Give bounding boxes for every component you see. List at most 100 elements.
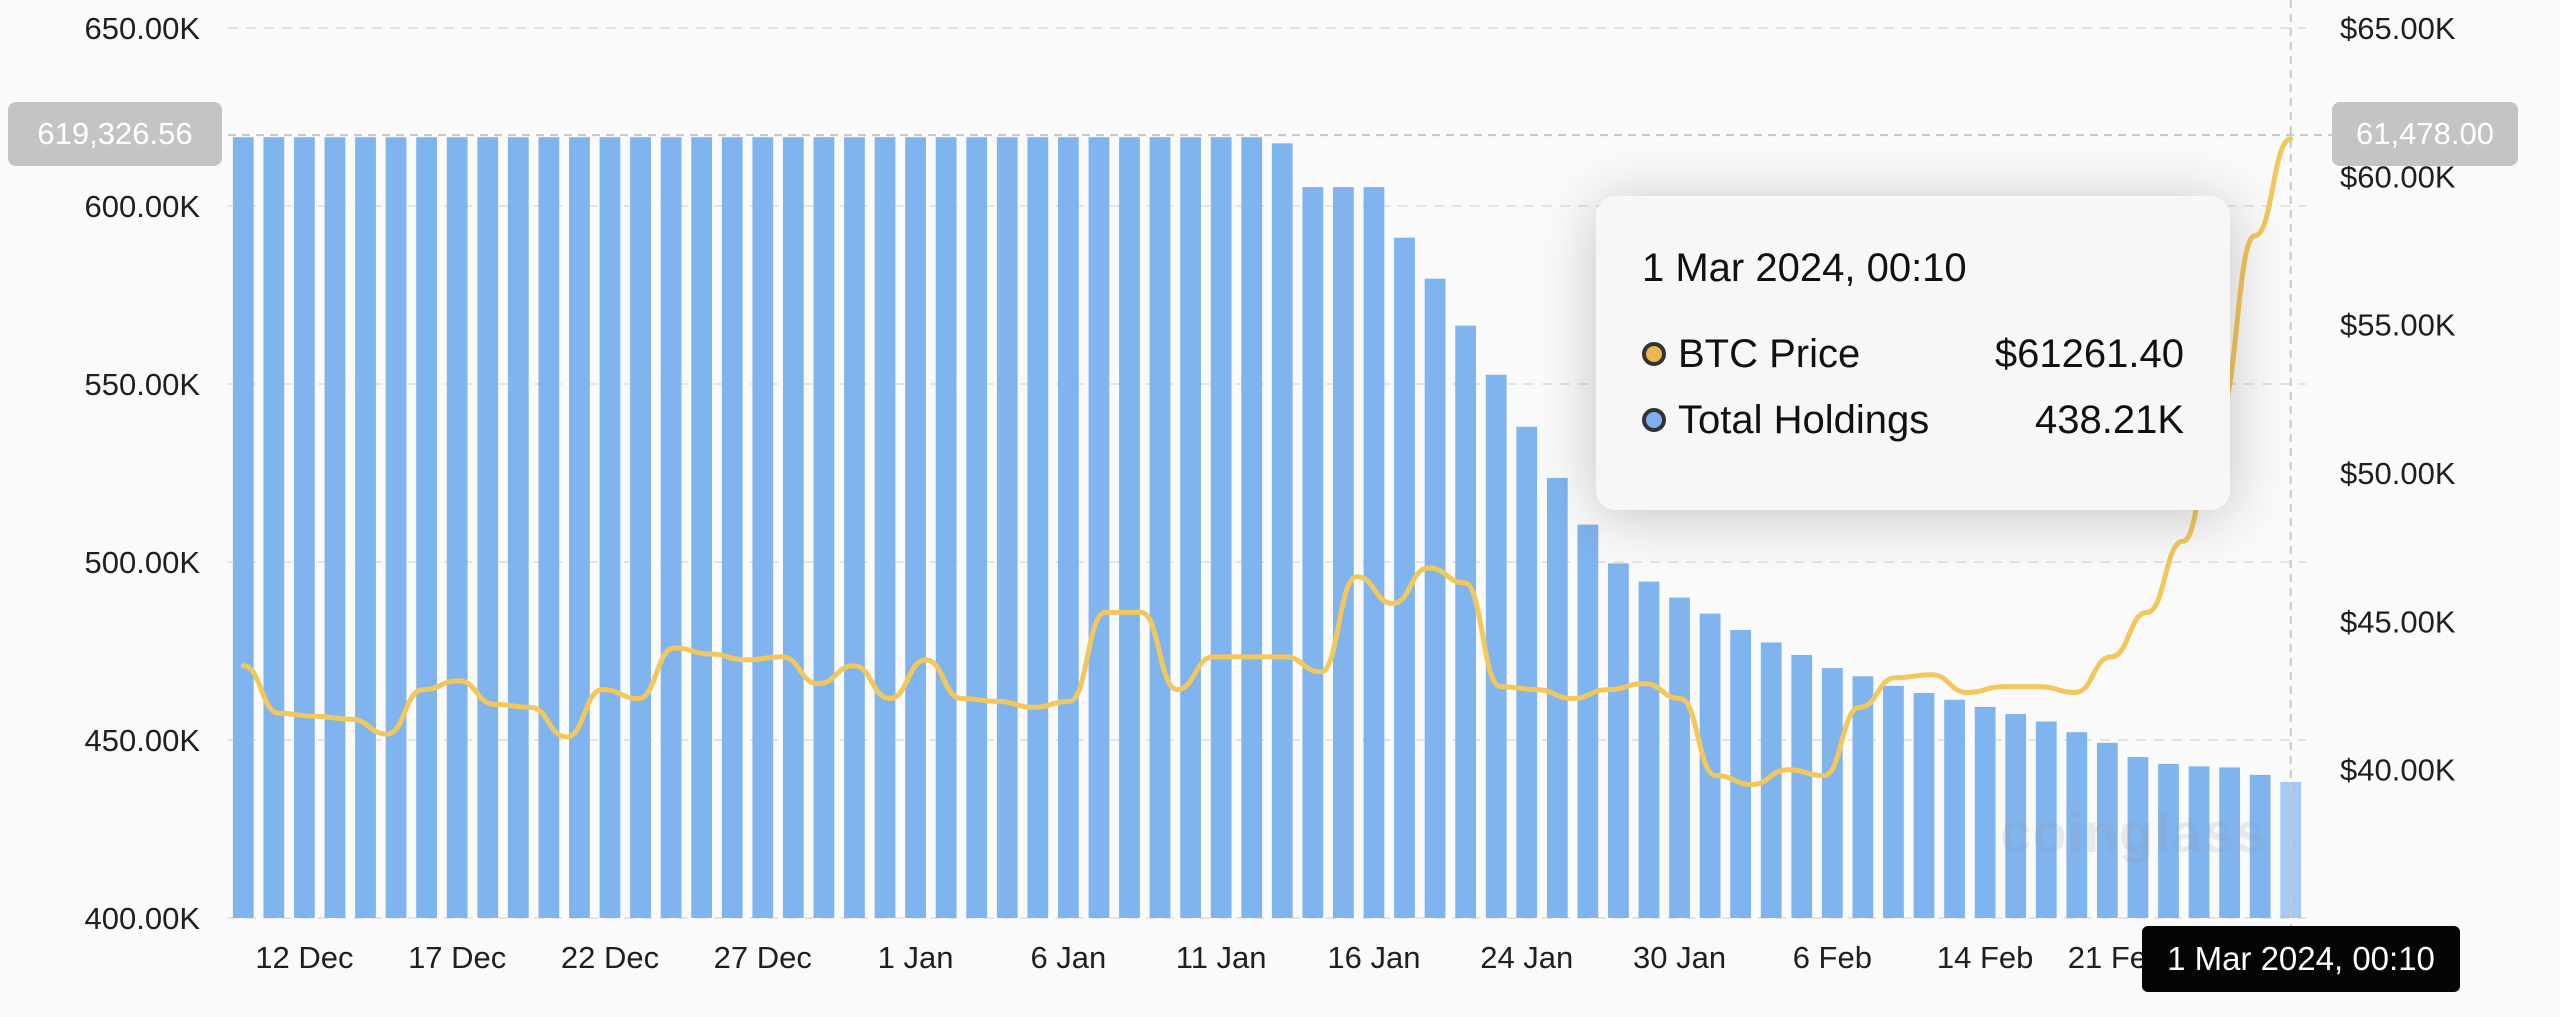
holdings-bar xyxy=(1455,325,1477,919)
y-right-tick-label: $40.00K xyxy=(2340,753,2456,788)
holdings-bar xyxy=(752,137,774,919)
tooltip-row-total-holdings: Total Holdings 438.21K xyxy=(1642,387,2184,453)
holdings-bar xyxy=(1852,676,1874,918)
holdings-bar xyxy=(905,137,926,919)
x-tick-label: 17 Dec xyxy=(408,940,506,975)
holdings-bar xyxy=(446,137,468,919)
x-tick-label: 30 Jan xyxy=(1633,940,1726,975)
holdings-bar xyxy=(1394,237,1415,918)
x-tick-label: 14 Feb xyxy=(1937,940,2034,975)
y-axis-left: 650.00K 600.00K 550.00K 500.00K 450.00K 400.0… xyxy=(85,11,201,936)
holdings-bar xyxy=(1180,137,1201,919)
y-right-tick-label: $55.00K xyxy=(2340,308,2456,343)
holdings-bar xyxy=(1699,613,1721,918)
holdings-bar xyxy=(263,137,285,919)
holdings-bar xyxy=(2066,732,2088,918)
holdings-bar xyxy=(2219,767,2240,918)
holdings-bar xyxy=(660,137,682,919)
x-tick-label: 6 Jan xyxy=(1030,940,1106,975)
holdings-bar xyxy=(2035,721,2057,918)
x-tick-label: 1 Jan xyxy=(878,940,954,975)
x-axis: 12 Dec 17 Dec 22 Dec 27 Dec 1 Jan 6 Jan 11 Jan… xyxy=(255,940,2147,975)
holdings-bar xyxy=(1424,278,1446,918)
holdings-bar xyxy=(2096,742,2118,918)
holdings-bar xyxy=(844,137,865,919)
y-left-tick-label: 600.00K xyxy=(85,189,201,224)
tooltip-holdings-label: Total Holdings xyxy=(1678,397,1930,442)
holdings-bar xyxy=(416,137,438,919)
crosshair-x-label: 1 Mar 2024, 00:10 xyxy=(2142,926,2460,992)
holdings-bar xyxy=(1119,137,1140,919)
crosshair-right-label: 61,478.00 xyxy=(2332,102,2518,166)
holdings-bar xyxy=(294,137,315,919)
holdings-bar xyxy=(324,137,346,919)
holdings-bar xyxy=(1760,642,1782,918)
holdings-bar xyxy=(538,137,560,919)
holdings-bar xyxy=(813,137,835,919)
holdings-bar xyxy=(2280,781,2302,918)
holdings-bar xyxy=(1302,187,1324,918)
holdings-bar xyxy=(966,137,988,919)
y-left-tick-label: 550.00K xyxy=(85,367,201,402)
holdings-bar xyxy=(630,137,651,919)
holdings-bar xyxy=(1057,137,1079,919)
x-tick-label: 11 Jan xyxy=(1176,940,1267,975)
x-tick-label: 16 Jan xyxy=(1327,940,1420,975)
holdings-bar xyxy=(569,137,590,919)
btc-price-line xyxy=(240,136,2294,787)
holdings-bar xyxy=(721,137,743,919)
holdings-bar xyxy=(1241,137,1263,919)
y-left-tick-label: 450.00K xyxy=(85,723,201,758)
crosshair-left-label: 619,326.56 xyxy=(8,102,222,166)
holdings-bar xyxy=(1883,685,1904,918)
holdings-bar xyxy=(1638,581,1660,918)
holdings-bar xyxy=(935,137,957,919)
holdings-bar xyxy=(1333,187,1354,918)
holdings-bar xyxy=(691,137,713,919)
holdings-bar xyxy=(1577,524,1599,918)
y-left-tick-label: 500.00K xyxy=(85,545,201,580)
tooltip-btc-dot xyxy=(1642,342,1666,366)
holdings-bar xyxy=(1210,137,1232,919)
tooltip-btc-value: $61261.40 xyxy=(1994,331,2184,376)
holdings-bar xyxy=(1974,706,1996,918)
holdings-bar xyxy=(1913,693,1935,918)
holdings-bar xyxy=(2158,763,2179,918)
holdings-bar xyxy=(2005,714,2027,918)
holdings-bar xyxy=(1730,629,1752,918)
x-tick-label: 21 Fe xyxy=(2068,940,2147,975)
holdings-bar xyxy=(1669,597,1690,918)
holdings-bar xyxy=(1944,699,1965,918)
tooltip-holdings-dot xyxy=(1642,408,1666,432)
holdings-bar xyxy=(1821,668,1843,918)
chart-tooltip: 1 Mar 2024, 00:10 BTC Price $61261.40 To… xyxy=(1596,196,2230,510)
holdings-bar xyxy=(874,137,896,919)
holdings-bar xyxy=(232,137,254,919)
y-right-tick-label: $45.00K xyxy=(2340,604,2456,639)
holdings-bar xyxy=(782,137,804,919)
x-tick-label: 12 Dec xyxy=(255,940,353,975)
btc-price-path xyxy=(240,136,2294,787)
holdings-bar xyxy=(1516,426,1538,918)
tooltip-row-btc-price: BTC Price $61261.40 xyxy=(1642,321,2184,387)
holdings-bar xyxy=(1791,654,1813,918)
x-tick-label: 6 Feb xyxy=(1793,940,1872,975)
holdings-bar xyxy=(1608,563,1629,918)
crosshair xyxy=(228,0,2336,928)
holdings-bar xyxy=(996,137,1018,919)
holdings-bar xyxy=(385,137,407,919)
holdings-bar xyxy=(2127,757,2149,918)
tooltip-title: 1 Mar 2024, 00:10 xyxy=(1642,246,1967,290)
holdings-bar xyxy=(1027,137,1049,919)
holdings-bar xyxy=(507,137,529,919)
y-left-tick-label: 400.00K xyxy=(85,901,201,936)
tooltip-btc-label: BTC Price xyxy=(1678,331,1861,376)
holdings-bar xyxy=(1088,137,1110,919)
holdings-bar xyxy=(355,137,376,919)
holdings-bar xyxy=(1149,137,1171,919)
tooltip-holdings-value: 438.21K xyxy=(2034,397,2184,442)
x-tick-label: 24 Jan xyxy=(1480,940,1573,975)
watermark-logo: coinglass xyxy=(2000,801,2268,864)
holdings-bar xyxy=(1363,187,1385,918)
